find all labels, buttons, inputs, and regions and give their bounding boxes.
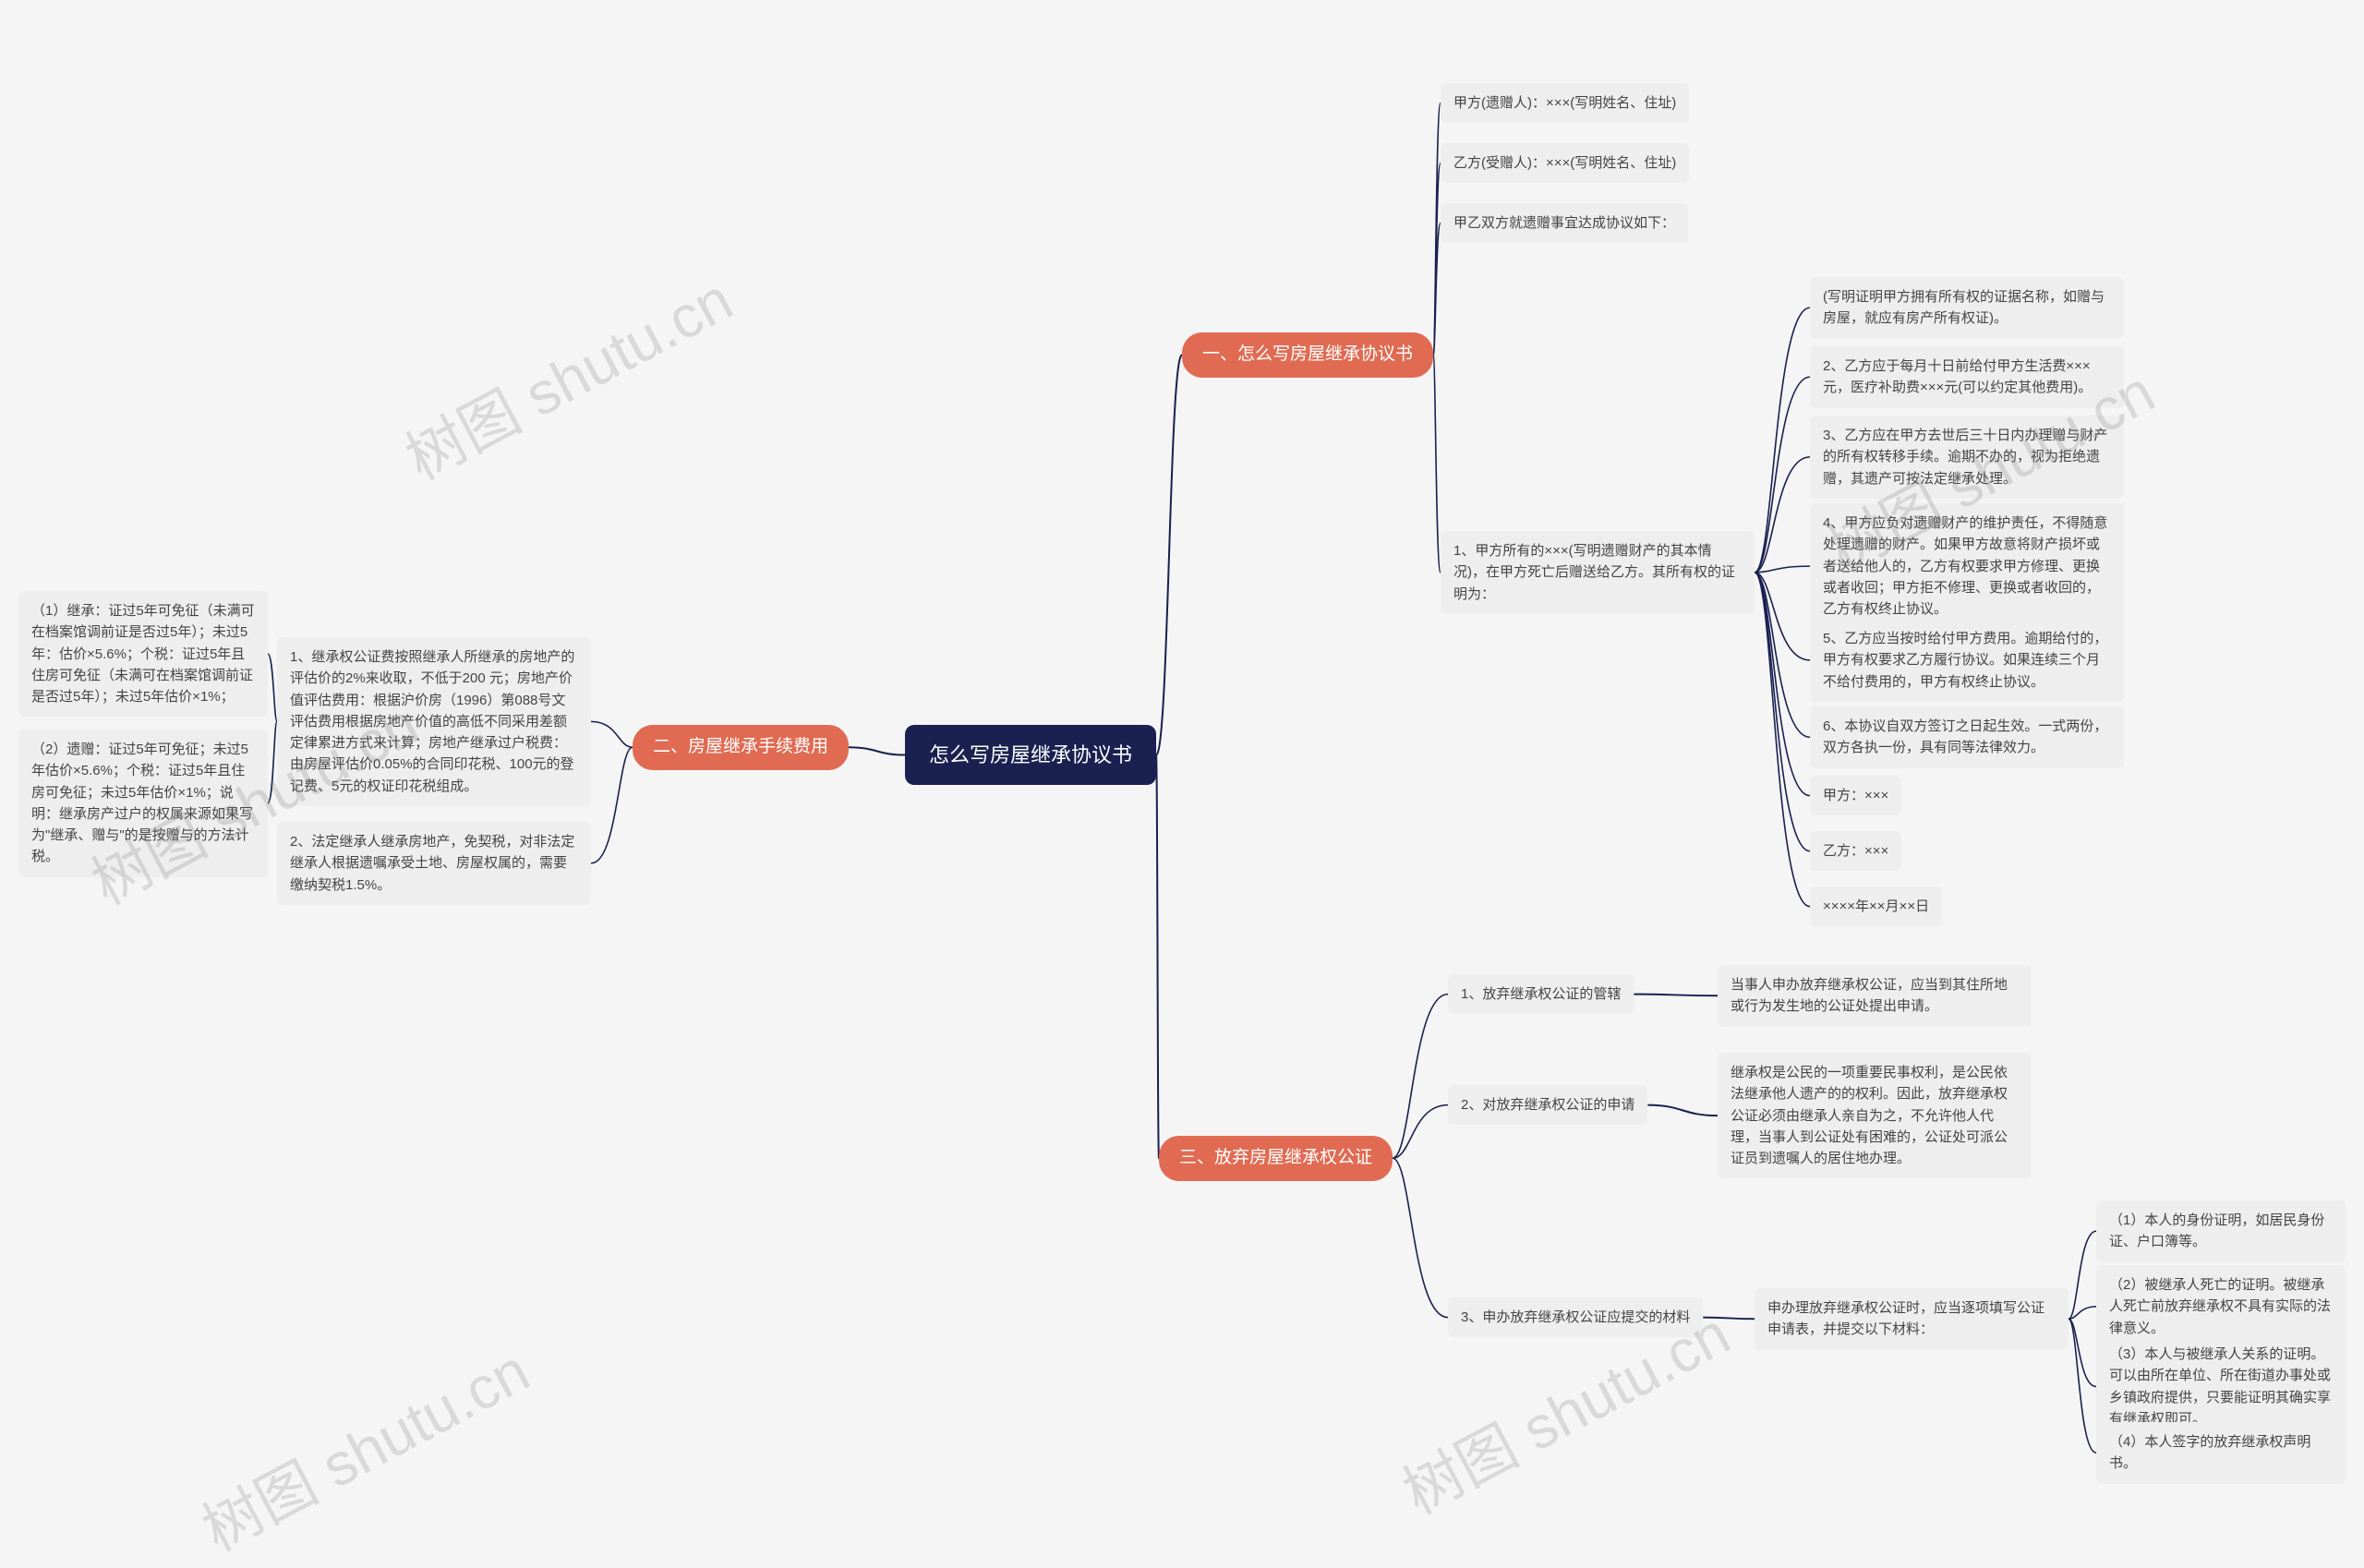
leaf-1d5: 5、乙方应当按时给付甲方费用。逾期给付的，甲方有权要求乙方履行协议。如果连续三个… [1810,619,2124,702]
branch-section-2: 二、房屋继承手续费用 [633,725,849,770]
root-node: 怎么写房屋继承协议书 [905,725,1156,785]
leaf-3b: 2、对放弃继承权公证的申请 [1448,1085,1647,1125]
leaf-1d9: ××××年××月××日 [1810,887,1942,926]
leaf-1d4: 4、甲方应负对遗赠财产的维护责任，不得随意处理遗赠的财产。如果甲方故意将财产损坏… [1810,503,2124,629]
leaf-3c-text: 申办理放弃继承权公证时，应当逐项填写公证申请表，并提交以下材料： [1755,1288,2068,1350]
leaf-1d1: (写明证明甲方拥有所有权的证据名称，如赠与房屋，就应有房产所有权证)。 [1810,277,2124,339]
leaf-1d6: 6、本协议自双方签订之日起生效。一式两份，双方各执一份，具有同等法律效力。 [1810,706,2124,768]
watermark: 树图 shutu.cn [389,253,745,496]
leaf-3a-text: 当事人申办放弃继承权公证，应当到其住所地或行为发生地的公证处提出申请。 [1718,965,2032,1027]
leaf-1b: 乙方(受赠人)：×××(写明姓名、住址) [1441,143,1689,183]
leaf-1d7: 甲方：××× [1810,776,1901,815]
leaf-2a1: （1）继承：证过5年可免征（未满可在档案馆调前证是否过5年）；未过5年：估价×5… [18,591,268,717]
leaf-3c4: （4）本人签字的放弃继承权声明书。 [2096,1422,2346,1484]
branch-section-3: 三、放弃房屋继承权公证 [1159,1136,1393,1181]
leaf-3c1: （1）本人的身份证明，如居民身份证、户口簿等。 [2096,1200,2346,1262]
leaf-1d8: 乙方：××× [1810,831,1901,871]
leaf-1a: 甲方(遗赠人)：×××(写明姓名、住址) [1441,83,1689,123]
leaf-1d2: 2、乙方应于每月十日前给付甲方生活费×××元，医疗补助费×××元(可以约定其他费… [1810,346,2124,408]
leaf-3a: 1、放弃继承权公证的管辖 [1448,974,1634,1014]
leaf-1d: 1、甲方所有的×××(写明遗赠财产的其本情况)，在甲方死亡后赠送给乙方。其所有权… [1441,531,1755,614]
watermark: 树图 shutu.cn [186,1324,542,1567]
leaf-2b: 2、法定继承人继承房地产，免契税，对非法定继承人根据遗嘱承受土地、房屋权属的，需… [277,822,591,905]
leaf-2a2: （2）遗赠：证过5年可免征；未过5年估价×5.6%；个税：证过5年且住房可免征；… [18,730,268,877]
leaf-3c: 3、申办放弃继承权公证应提交的材料 [1448,1297,1703,1337]
leaf-3b-text: 继承权是公民的一项重要民事权利，是公民依法继承他人遗产的的权利。因此，放弃继承权… [1718,1053,2032,1178]
leaf-1d3: 3、乙方应在甲方去世后三十日内办理赠与财产的所有权转移手续。逾期不办的，视为拒绝… [1810,416,2124,499]
leaf-1c: 甲乙双方就遗赠事宜达成协议如下： [1441,203,1688,243]
branch-section-1: 一、怎么写房屋继承协议书 [1182,332,1433,378]
leaf-2a: 1、继承权公证费按照继承人所继承的房地产的评估价的2%来收取，不低于200 元；… [277,637,591,806]
